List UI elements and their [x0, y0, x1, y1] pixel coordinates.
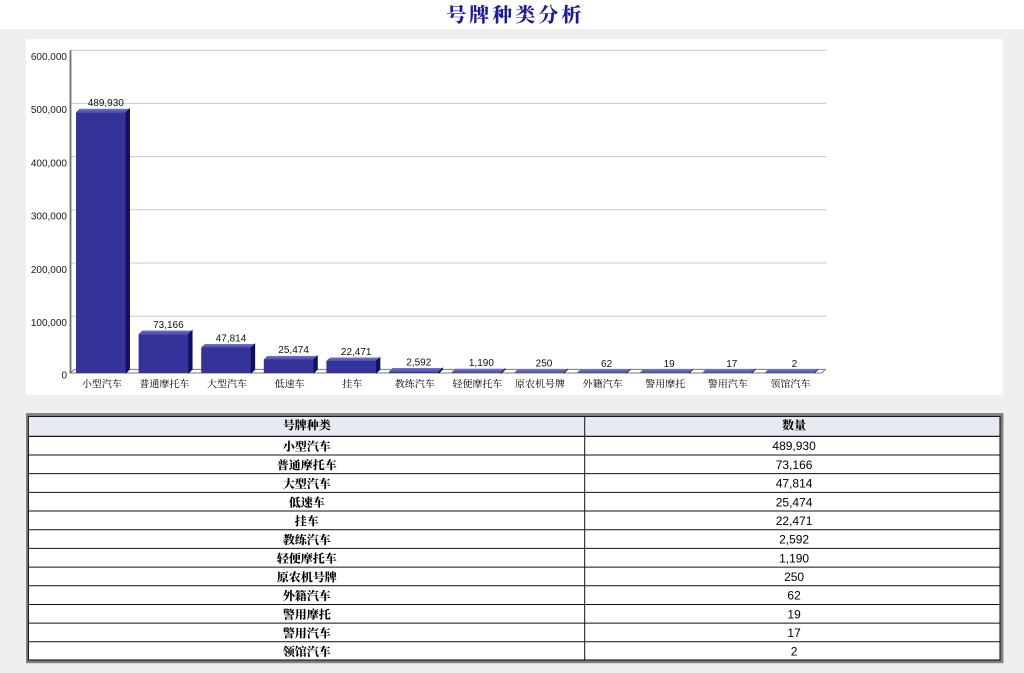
svg-text:400,000: 400,000 — [31, 158, 68, 169]
svg-text:47,814: 47,814 — [216, 333, 247, 344]
svg-text:1,190: 1,190 — [469, 358, 494, 369]
svg-text:17: 17 — [787, 626, 801, 640]
svg-text:100,000: 100,000 — [31, 318, 68, 329]
svg-text:73,166: 73,166 — [153, 320, 184, 331]
svg-text:2,592: 2,592 — [406, 357, 431, 368]
svg-text:19: 19 — [664, 359, 676, 370]
svg-text:489,930: 489,930 — [772, 439, 816, 453]
svg-text:1,190: 1,190 — [779, 551, 809, 565]
svg-text:300,000: 300,000 — [31, 212, 68, 223]
svg-text:0: 0 — [61, 371, 67, 382]
svg-text:250: 250 — [536, 359, 553, 370]
svg-text:19: 19 — [787, 607, 801, 621]
svg-text:489,930: 489,930 — [88, 98, 125, 109]
svg-text:25,474: 25,474 — [776, 495, 813, 509]
svg-text:2: 2 — [791, 644, 798, 658]
svg-text:22,471: 22,471 — [776, 514, 813, 528]
svg-text:25,474: 25,474 — [278, 345, 309, 356]
svg-text:17: 17 — [726, 359, 738, 370]
svg-text:22,471: 22,471 — [341, 347, 372, 358]
svg-text:500,000: 500,000 — [31, 105, 68, 116]
svg-text:47,814: 47,814 — [776, 477, 813, 491]
svg-text:62: 62 — [601, 359, 613, 370]
svg-text:600,000: 600,000 — [31, 52, 68, 63]
svg-text:250: 250 — [784, 570, 804, 584]
svg-text:2,592: 2,592 — [779, 533, 809, 547]
svg-text:73,166: 73,166 — [776, 458, 813, 472]
svg-text:200,000: 200,000 — [31, 265, 68, 276]
svg-text:2: 2 — [792, 359, 798, 370]
svg-text:62: 62 — [787, 589, 801, 603]
